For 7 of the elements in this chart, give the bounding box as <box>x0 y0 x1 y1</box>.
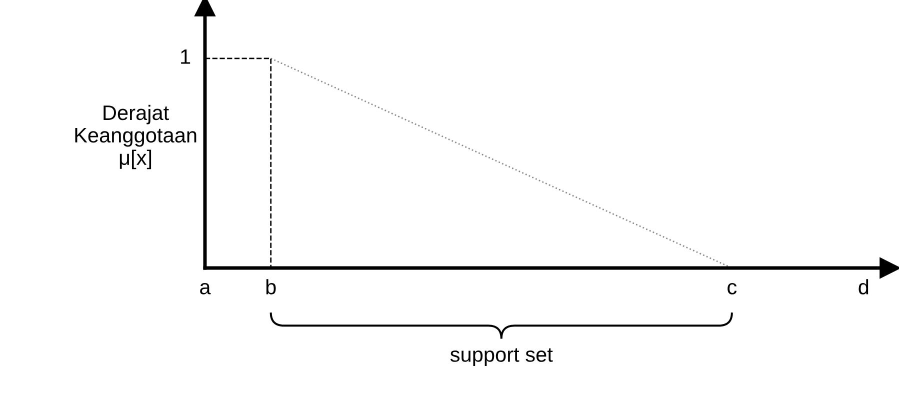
x-tick-label: d <box>858 279 868 294</box>
x-tick-label: c <box>728 283 737 294</box>
annotation: 1 <box>181 49 190 64</box>
y-axis-title: Derajat Keanggotaan μ[x] <box>75 104 196 170</box>
text: support set <box>450 348 553 366</box>
x-tick-label: a <box>200 283 211 294</box>
x-tick-label: b <box>266 279 276 294</box>
